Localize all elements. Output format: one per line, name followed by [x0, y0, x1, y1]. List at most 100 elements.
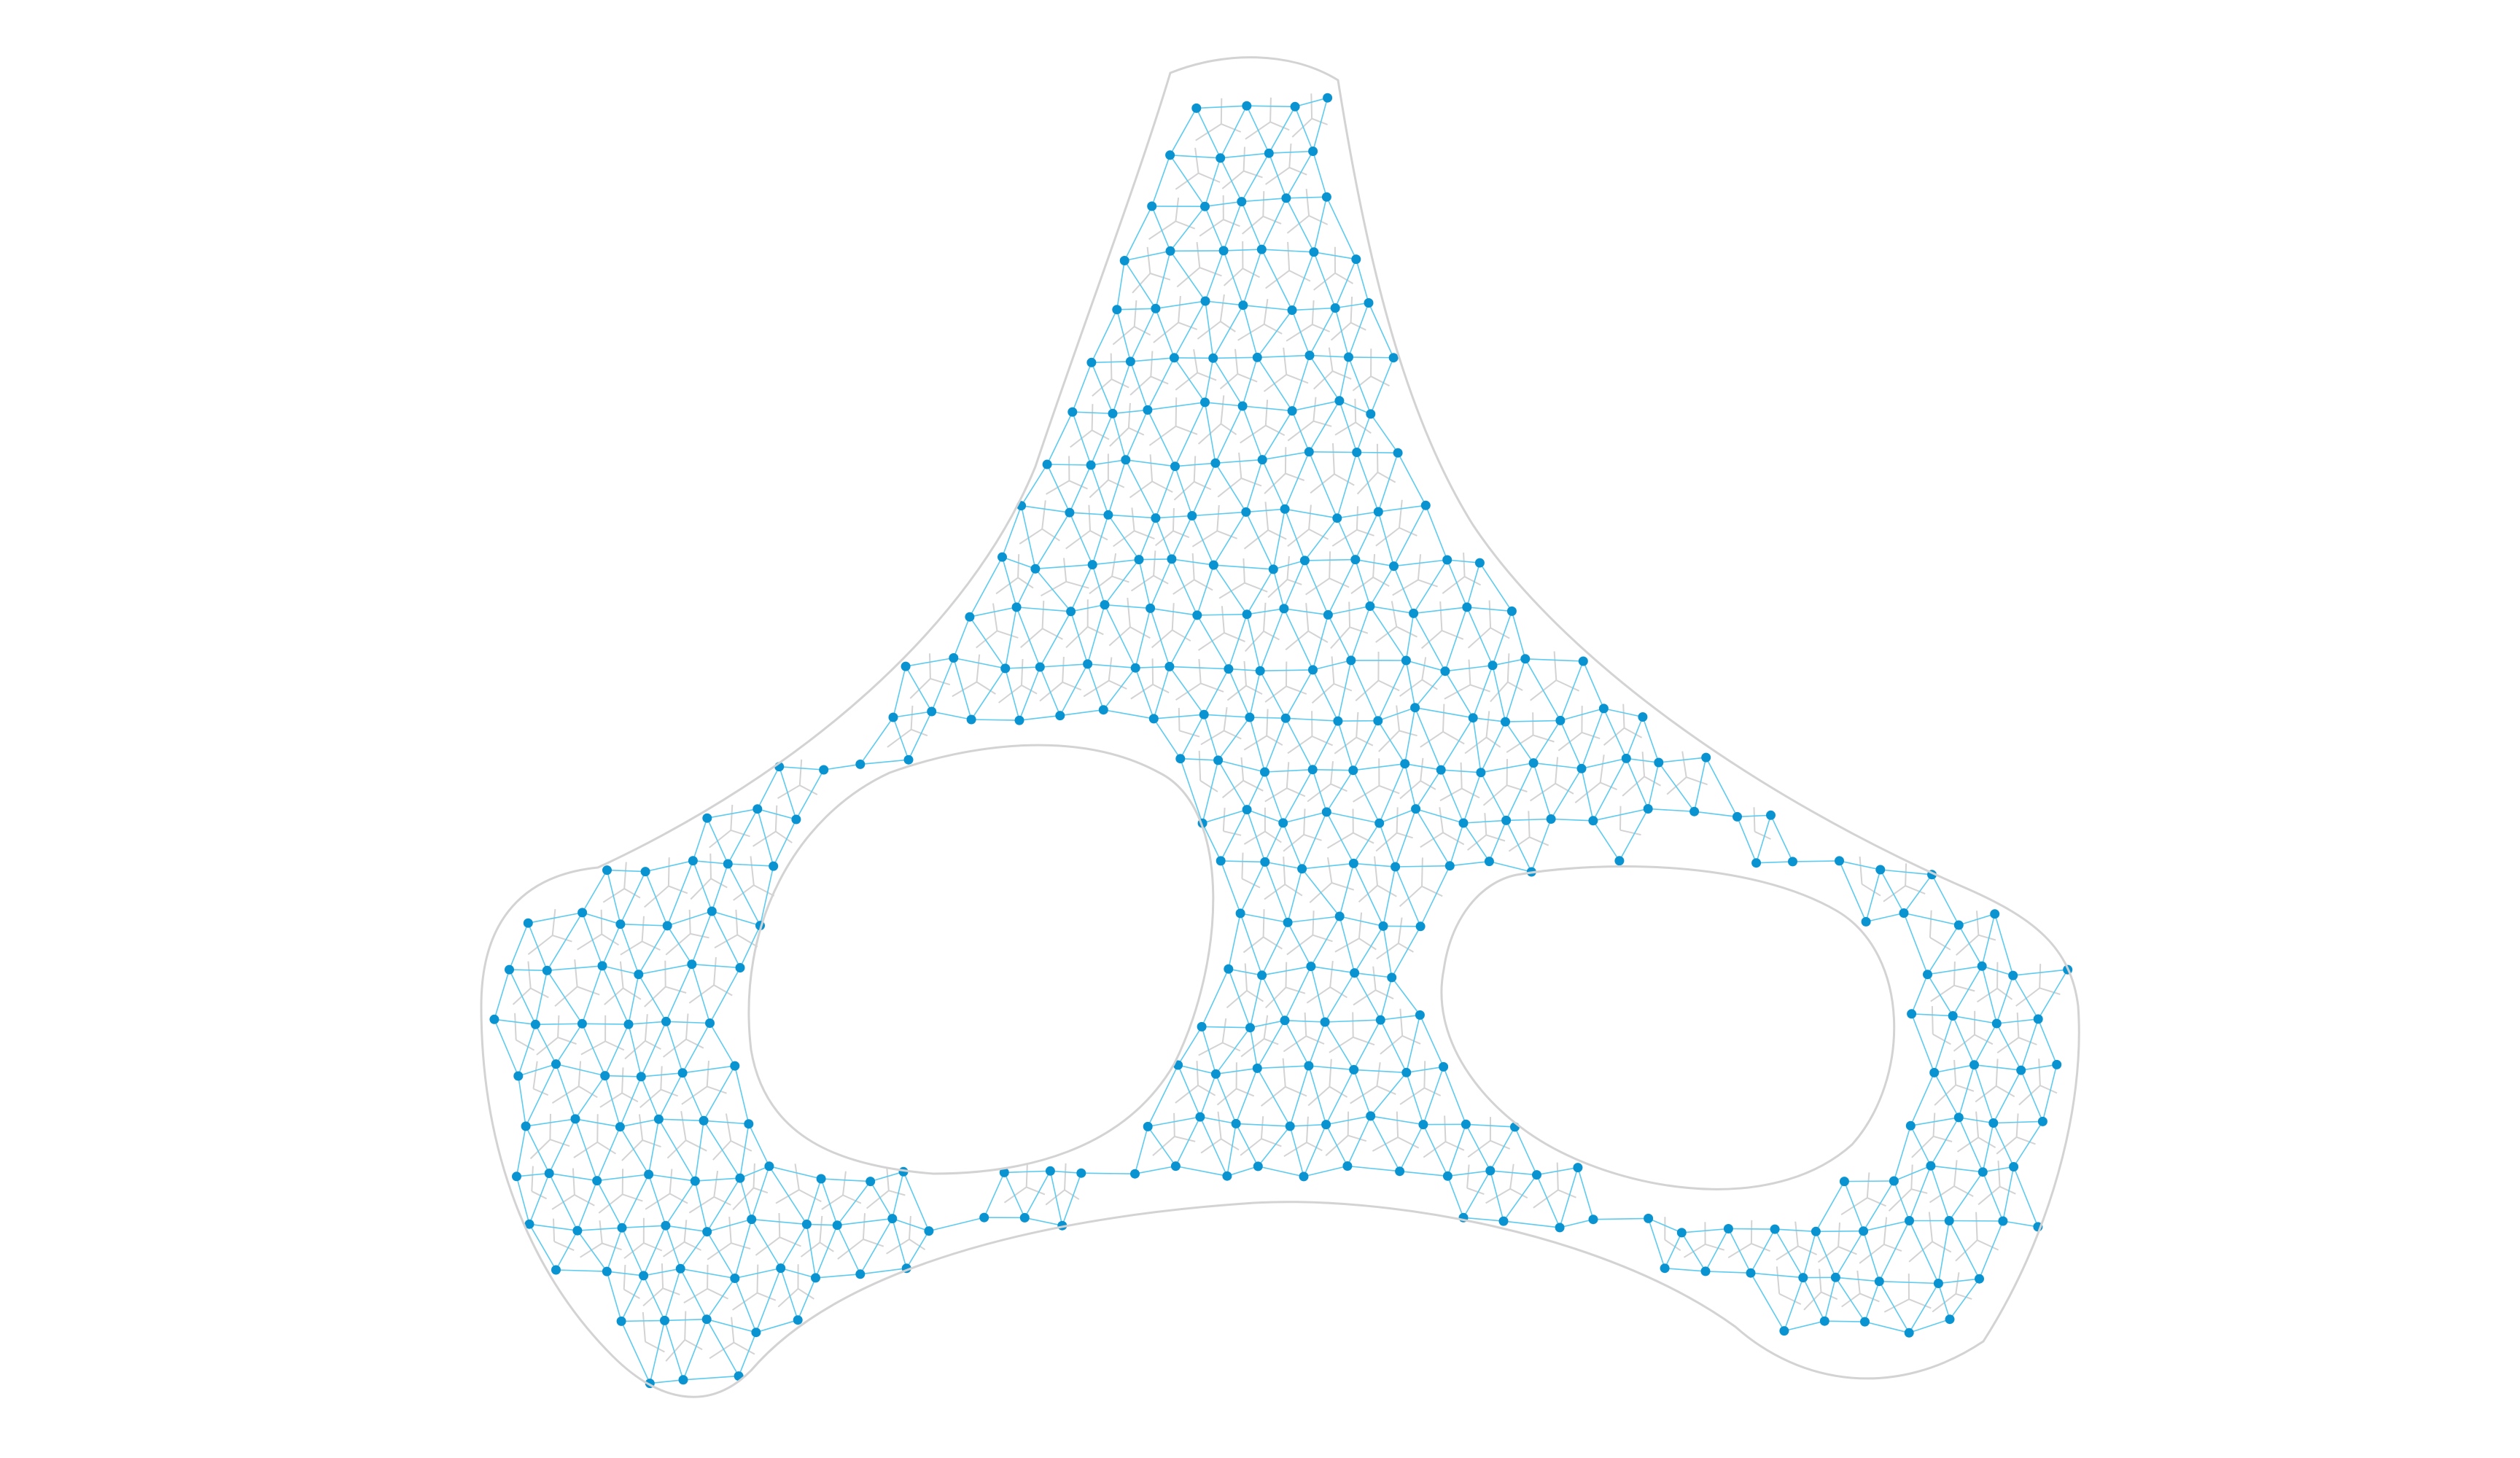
primal-edge [730, 829, 750, 838]
primal-edge [557, 1015, 560, 1038]
dual-edge [1399, 1170, 1448, 1177]
primal-edge [1175, 397, 1178, 426]
dual-edge [1001, 556, 1017, 608]
primal-edge [1354, 398, 1357, 423]
dual-edge [1135, 666, 1170, 668]
dual-edge [1258, 1166, 1304, 1177]
dual-edge [620, 1118, 659, 1128]
primal-edge [1401, 1034, 1421, 1045]
dual-edge [1775, 1228, 1816, 1233]
dual-edge [518, 1024, 537, 1077]
primal-edge [1264, 323, 1283, 335]
dual-edge [707, 817, 729, 865]
dual-edge [1423, 1067, 1444, 1125]
dual-edge [739, 925, 761, 968]
dual-edge [1135, 667, 1155, 720]
primal-edge [620, 940, 643, 956]
primal-edge [1151, 480, 1173, 493]
dual-edge [621, 1174, 650, 1228]
mesh-node [551, 1059, 561, 1069]
primal-edge [1485, 834, 1506, 842]
primal-edge [1178, 296, 1181, 323]
dual-edge [1180, 757, 1218, 761]
primal-edge [1442, 630, 1464, 640]
mesh-node [1375, 1015, 1385, 1025]
dual-edge [931, 711, 972, 720]
dual-edge [628, 1024, 642, 1077]
primal-edge [1955, 1084, 1975, 1092]
mesh-node [1476, 768, 1486, 778]
dual-edge [1404, 763, 1442, 771]
dual-edge [1412, 613, 1446, 672]
dual-edge [1268, 152, 1287, 199]
dual-edge [1339, 863, 1355, 917]
primal-edge [1234, 348, 1239, 374]
mesh-node [1199, 709, 1209, 720]
mesh-node [1889, 1176, 1899, 1186]
dual-edge [621, 1225, 666, 1228]
primal-edge [1263, 631, 1280, 641]
dual-edge [1933, 1072, 1960, 1118]
dual-edge [1203, 668, 1229, 715]
dual-edge [1050, 1170, 1081, 1174]
primal-edge [604, 987, 624, 1005]
primal-edge [819, 1241, 834, 1252]
primal-edge [1905, 863, 1908, 886]
primal-edge [1467, 627, 1491, 649]
dual-edge [604, 1075, 621, 1127]
dual-edge [1910, 1013, 1935, 1073]
mesh-node [1134, 555, 1144, 565]
dual-edge [1405, 660, 1416, 708]
mesh-node [1860, 1317, 1870, 1327]
mesh-node [1365, 601, 1375, 611]
dual-edge [1755, 815, 1772, 863]
mesh-node [1461, 1119, 1471, 1129]
primal-edge [1171, 603, 1175, 631]
mesh-node [1260, 857, 1270, 867]
dual-edge [529, 1173, 550, 1225]
mesh-node [1953, 920, 1964, 930]
dual-edge [1171, 558, 1198, 616]
primal-edge [1955, 1272, 1960, 1294]
dual-edge [1204, 358, 1214, 403]
primal-edge [1370, 375, 1390, 387]
primal-edge [1306, 1116, 1309, 1143]
primal-edge [1353, 989, 1377, 1006]
mesh-node [1905, 1120, 1916, 1131]
dual-edge [1286, 151, 1314, 199]
primal-edge [680, 1111, 687, 1141]
mesh-node [1945, 1314, 1955, 1325]
dual-edge [1223, 201, 1242, 252]
dual-edge [1370, 1072, 1407, 1117]
dual-edge [1982, 1123, 1994, 1172]
primal-edge [732, 1187, 755, 1211]
mesh-node [1245, 712, 1255, 722]
mesh-node [1474, 558, 1485, 568]
mesh-node [1170, 461, 1180, 472]
primal-edge [645, 1040, 661, 1050]
primal-edge [1175, 220, 1196, 230]
dual-edge [1288, 916, 1340, 924]
primal-edge [1264, 685, 1287, 703]
primal-edge [1883, 1244, 1902, 1252]
primal-edge [1488, 600, 1492, 628]
primal-edge [1466, 1164, 1470, 1188]
dual-edge [806, 1224, 817, 1279]
primal-edge [1399, 1008, 1404, 1036]
dual-edge [649, 1320, 666, 1384]
primal-edge [1127, 402, 1131, 428]
primal-edge [1999, 1185, 2016, 1195]
dual-edge [1756, 861, 1793, 864]
primal-edge [1068, 480, 1088, 490]
primal-edge [1196, 241, 1201, 268]
dual-edge [1169, 615, 1198, 667]
dual-edge [1862, 1180, 1895, 1232]
primal-edge [527, 961, 532, 989]
dual-edge [1287, 868, 1303, 923]
dual-edge [1506, 818, 1552, 822]
dual-edge [665, 1180, 696, 1226]
dual-edge [1284, 966, 1312, 1021]
dual-edge [1213, 564, 1274, 570]
dual-edge [1353, 1069, 1407, 1074]
dual-edge [1219, 105, 1248, 159]
